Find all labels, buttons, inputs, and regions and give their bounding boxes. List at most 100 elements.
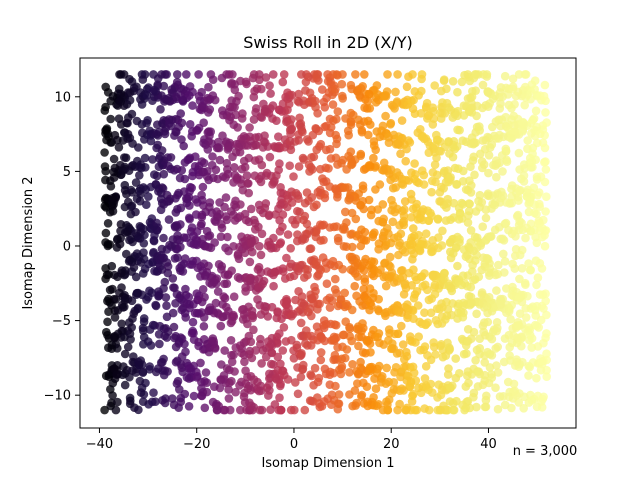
scatter-point — [218, 131, 227, 140]
scatter-point — [541, 207, 550, 216]
scatter-point — [416, 109, 426, 118]
scatter-point — [182, 233, 191, 243]
scatter-point — [383, 405, 393, 415]
scatter-points — [100, 70, 551, 415]
scatter-point — [499, 249, 508, 259]
scatter-point — [230, 367, 239, 376]
scatter-point — [530, 305, 540, 315]
scatter-point — [204, 242, 213, 252]
scatter-point — [504, 392, 514, 402]
scatter-point — [136, 388, 146, 397]
scatter-point — [366, 366, 375, 376]
scatter-point — [428, 103, 438, 112]
scatter-point — [409, 314, 418, 324]
scatter-point — [333, 233, 343, 243]
scatter-point — [366, 298, 375, 308]
scatter-point — [426, 308, 436, 318]
scatter-point — [454, 215, 464, 224]
scatter-point — [475, 122, 484, 131]
scatter-point — [444, 281, 454, 291]
scatter-point — [108, 193, 118, 203]
scatter-point — [254, 241, 264, 251]
scatter-point — [376, 265, 385, 275]
scatter-point — [199, 322, 209, 331]
scatter-point — [103, 241, 113, 251]
scatter-point — [345, 324, 355, 334]
scatter-point — [185, 187, 194, 196]
scatter-point — [428, 120, 438, 129]
scatter-point — [210, 344, 220, 353]
scatter-point — [333, 193, 342, 202]
scatter-point — [247, 238, 256, 248]
scatter-point — [541, 157, 550, 166]
scatter-point — [413, 301, 423, 310]
scatter-point — [154, 154, 164, 163]
scatter-point — [265, 152, 275, 162]
scatter-point — [493, 269, 503, 279]
scatter-point — [521, 82, 530, 92]
scatter-point — [492, 361, 501, 370]
scatter-point — [522, 192, 532, 201]
scatter-point — [397, 321, 406, 331]
scatter-point — [274, 132, 283, 141]
scatter-point — [440, 274, 449, 283]
scatter-point — [199, 167, 208, 177]
scatter-point — [163, 197, 172, 206]
scatter-point — [481, 395, 491, 405]
scatter-point — [184, 213, 194, 223]
scatter-point — [150, 85, 159, 95]
scatter-point — [348, 242, 357, 252]
scatter-point — [161, 293, 171, 302]
scatter-point — [417, 272, 427, 281]
scatter-point — [462, 137, 471, 147]
scatter-point — [324, 164, 333, 173]
scatter-point — [156, 358, 166, 368]
scatter-point — [162, 301, 171, 311]
scatter-point — [351, 70, 360, 79]
scatter-point — [188, 167, 198, 177]
scatter-point — [443, 370, 453, 379]
scatter-point — [116, 89, 125, 99]
scatter-point — [177, 135, 186, 144]
scatter-point — [100, 405, 109, 415]
scatter-point — [227, 350, 236, 360]
scatter-point — [204, 261, 213, 271]
scatter-point — [226, 336, 236, 345]
scatter-point — [533, 190, 542, 200]
scatter-point — [120, 349, 130, 359]
scatter-point — [357, 390, 367, 400]
scatter-point — [340, 288, 350, 298]
scatter-point — [505, 199, 514, 208]
scatter-point — [116, 220, 126, 229]
scatter-point — [207, 139, 216, 148]
scatter-point — [244, 331, 254, 341]
scatter-point — [173, 231, 182, 240]
scatter-point — [416, 345, 425, 355]
scatter-point — [530, 76, 540, 85]
scatter-point — [234, 254, 244, 264]
scatter-point — [320, 336, 330, 346]
scatter-point — [542, 192, 551, 201]
scatter-point — [496, 99, 505, 108]
scatter-point — [414, 383, 423, 393]
scatter-point — [449, 399, 458, 408]
scatter-point — [521, 313, 531, 322]
scatter-point — [322, 319, 331, 329]
scatter-point — [154, 187, 163, 196]
scatter-point — [404, 305, 413, 315]
scatter-point — [142, 295, 151, 304]
scatter-point — [363, 116, 373, 126]
scatter-point — [261, 352, 271, 362]
scatter-point — [250, 86, 259, 96]
scatter-point — [500, 257, 510, 266]
scatter-point — [197, 384, 206, 393]
scatter-point — [177, 261, 186, 270]
scatter-point — [508, 74, 518, 84]
scatter-point — [180, 174, 190, 184]
scatter-point — [502, 157, 512, 166]
scatter-point — [490, 225, 500, 235]
scatter-point — [213, 143, 223, 152]
scatter-point — [148, 320, 158, 330]
scatter-point — [484, 268, 494, 277]
scatter-point — [332, 70, 342, 79]
